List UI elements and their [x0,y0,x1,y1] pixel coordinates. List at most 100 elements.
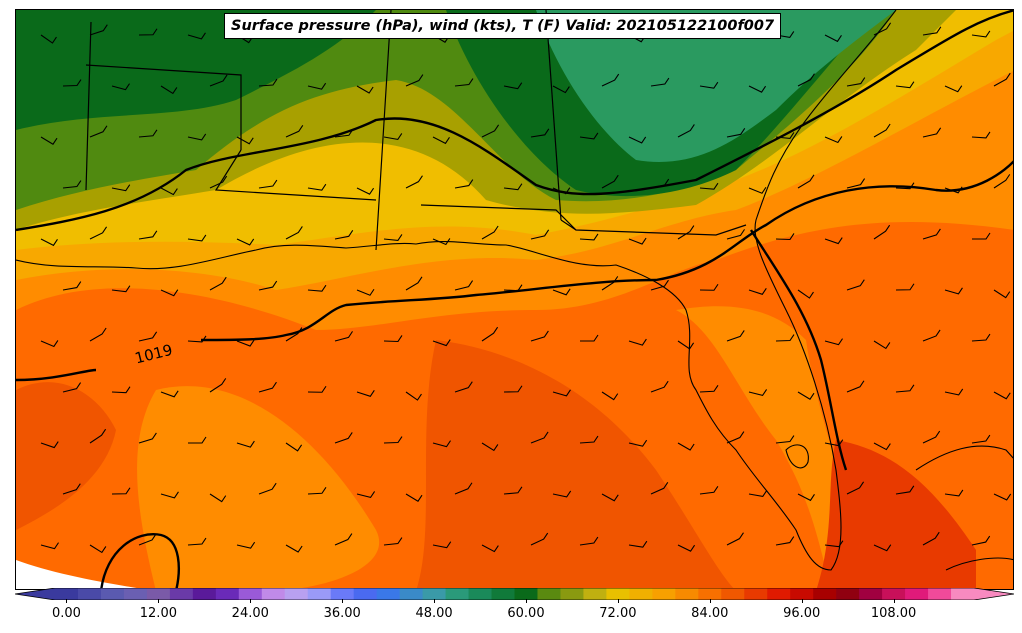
wind-barb [824,136,843,144]
colorbar-segment [100,588,125,600]
colorbar-tick-label: 84.00 [691,606,729,621]
wind-barb [993,289,1011,299]
colorbar-min-extend [15,588,55,600]
wind-barb [236,440,255,448]
wind-barb [89,327,107,342]
gulf-coastline [16,10,897,571]
temp-field-teal [536,10,896,162]
wind-barb [454,280,474,291]
wind-barb [797,493,815,502]
wind-barb [922,430,941,444]
temp-field-orange-fl [676,306,866,570]
wind-barb [236,136,254,145]
lake-okeechobee [785,444,809,469]
wind-barb [334,230,354,240]
wind-barb [873,224,891,240]
wind-barb [650,178,670,189]
wind-barb [258,381,277,393]
colorbar-tick [617,599,619,603]
wind-barb [236,339,255,347]
colorbar-tick-label: 12.00 [139,606,177,621]
wind-barb [775,435,795,444]
wind-barb [797,73,815,87]
colorbar-segment [123,588,148,600]
colorbar-segment [261,588,286,600]
wind-barb [334,128,354,138]
colorbar-segment [77,588,102,600]
temp-field-red-patch-east [816,440,976,589]
wind-barb [726,532,744,546]
colorbar-segment [905,588,929,600]
wind-barb [138,432,157,444]
colorbar-segment [652,588,676,600]
wind-barb [89,226,108,240]
wind-barb [846,279,865,291]
colorbar-segment [813,588,837,600]
wind-barb [944,388,964,396]
wind-barbs [40,22,1012,554]
wind-barb [188,436,207,444]
wind-barb [111,184,131,192]
colorbar-segment [468,588,493,600]
wind-barb [824,439,844,447]
wind-barb [972,232,991,240]
colorbar-tick-label: 96.00 [783,606,821,621]
wind-barb [285,327,303,342]
colorbar-segment [698,588,722,600]
wind-barb [971,535,991,546]
wind-barb [160,390,179,398]
wind-barb [62,281,82,291]
colorbar-segment [836,588,860,600]
wind-barb [628,237,647,245]
wind-barb [580,334,599,342]
wind-barb [285,442,303,452]
wind-barb [846,77,866,87]
colorbar-segment [767,588,791,600]
wind-barb [40,542,59,550]
wind-barb [307,284,327,292]
wind-barb [62,180,82,189]
colorbar-tick-label: 0.00 [52,606,81,621]
wind-barb [824,540,844,548]
wind-barb [993,493,1012,501]
temp-field-red-patch-west [16,382,116,530]
wind-barb [454,381,473,393]
wind-barb [432,541,452,549]
wind-barb [579,233,599,241]
wind-barb [405,276,423,291]
wind-barb [797,391,815,400]
wind-barb [307,82,327,90]
wind-barb [503,385,523,393]
wind-barb [138,28,158,36]
wind-barb [873,123,891,138]
map-panel[interactable]: 1019 [15,9,1014,590]
wind-barb [775,334,795,342]
wind-barb [160,85,178,95]
wind-barb [895,384,915,393]
colorbar-segment [376,588,401,600]
wind-barb [432,238,451,246]
wind-barb [873,544,892,552]
wind-barb [160,491,179,499]
wind-barb [383,537,403,546]
colorbar-tick [709,599,711,603]
colorbar-segment [169,588,194,600]
wind-barb [383,234,403,242]
wind-barb [726,330,745,342]
colorbar-segment [422,588,447,600]
colorbar-tick [342,599,344,603]
colorbar-segment [284,588,309,600]
wind-barb [62,79,82,87]
wind-barb [677,225,695,240]
wind-barb [454,78,474,87]
wind-barb [650,279,669,291]
wind-barb [552,85,570,94]
map-title: Surface pressure (hPa), wind (kts), T (F… [224,13,782,39]
colorbar-tick [250,599,252,603]
wind-barb [138,230,158,240]
wind-barb [187,32,206,40]
colorbar-tick-label: 60.00 [507,606,545,621]
wind-barb [748,490,768,498]
wind-barb [601,493,619,502]
wind-barb [650,482,669,495]
